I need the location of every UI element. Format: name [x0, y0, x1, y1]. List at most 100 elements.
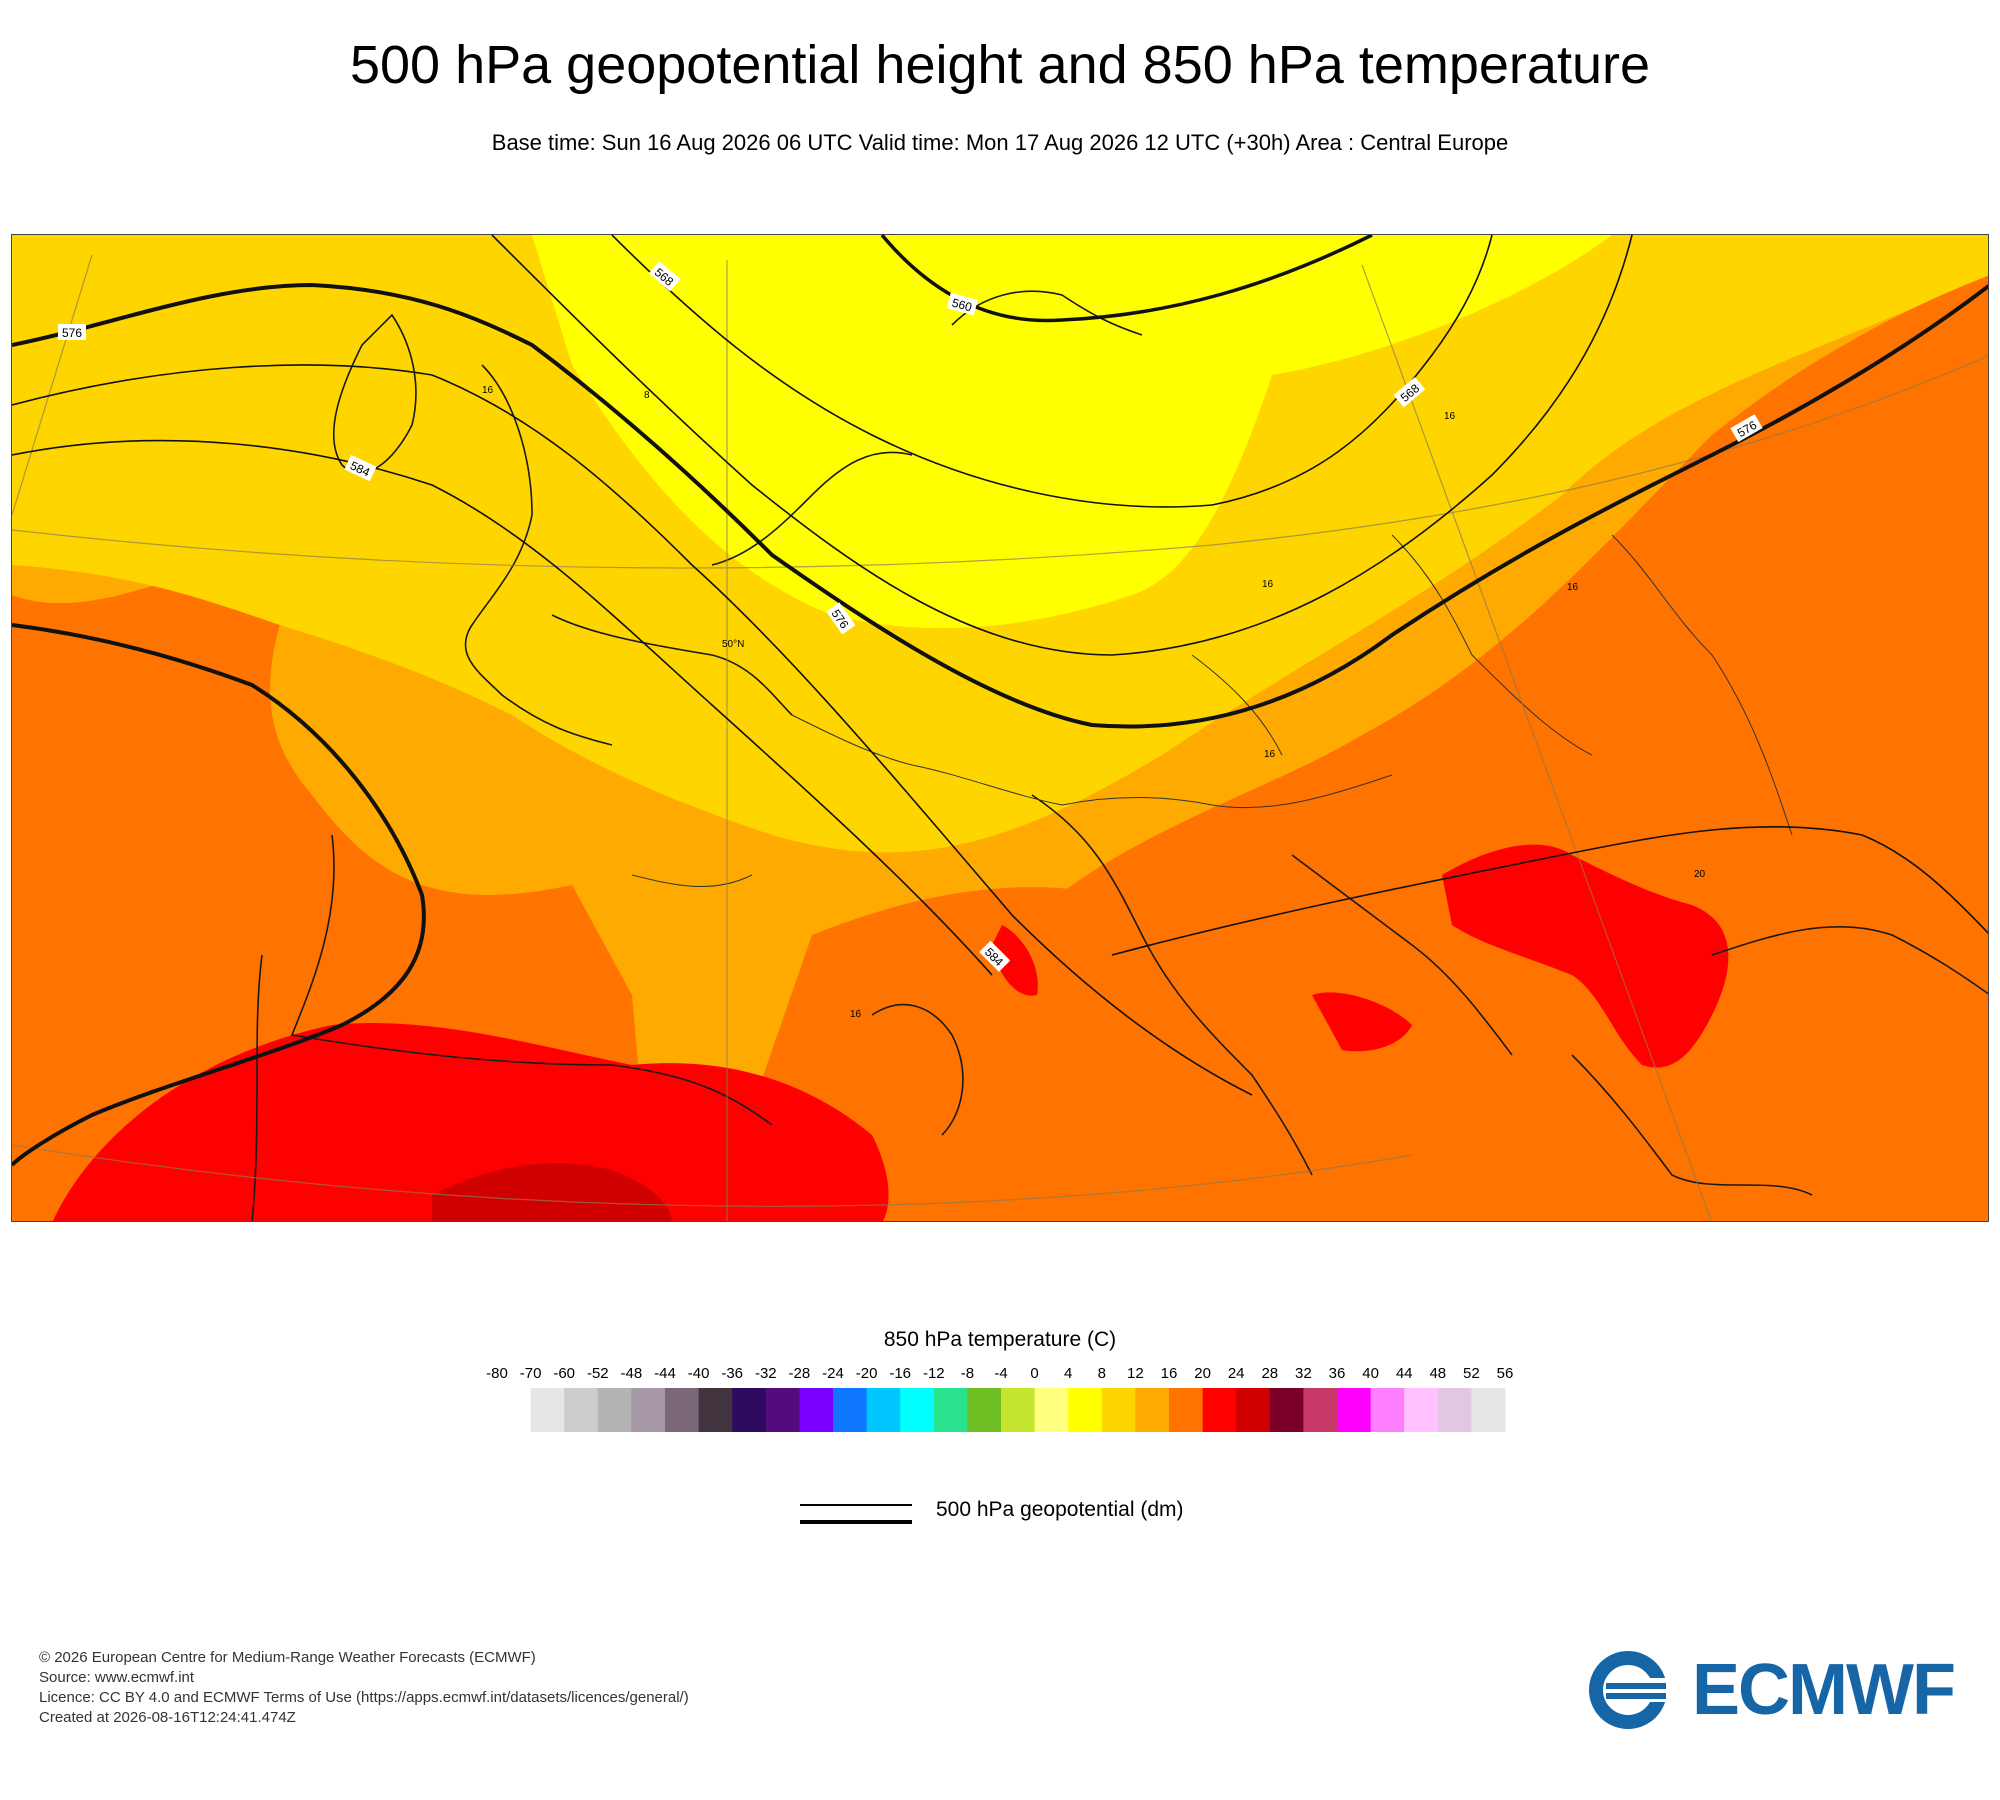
- colorbar-swatch: [1135, 1388, 1170, 1432]
- temperature-label: 8: [644, 390, 650, 401]
- temperature-legend-title: 850 hPa temperature (C): [883, 1328, 1117, 1351]
- colorbar-swatch: [732, 1388, 767, 1432]
- colorbar-swatch: [1001, 1388, 1036, 1432]
- colorbar-tick-label: -20: [856, 1365, 878, 1382]
- colorbar-tick-label: 24: [1228, 1365, 1245, 1382]
- colorbar-tick-label: -40: [688, 1365, 710, 1382]
- colorbar-tick-label: 52: [1463, 1365, 1480, 1382]
- legend-thin-line: [800, 1504, 912, 1506]
- contour-thin-1: [12, 364, 1253, 1096]
- geopotential-contours: [12, 235, 1988, 1167]
- colorbar-tick-label: -44: [654, 1365, 676, 1382]
- contour-label: 560: [951, 296, 974, 315]
- colorbar-tick-label: 36: [1329, 1365, 1346, 1382]
- temperature-label: 16: [1262, 579, 1274, 590]
- colorbar-tick-label: 28: [1261, 1365, 1278, 1382]
- colorbar-tick-label: -16: [889, 1365, 911, 1382]
- colorbar-swatch: [698, 1388, 733, 1432]
- ecmwf-logo: ECMWF: [1588, 1650, 1968, 1730]
- colorbar-tick-label: -32: [755, 1365, 777, 1382]
- colorbar-tick-label: 0: [1030, 1365, 1038, 1382]
- colorbar-tick-label: 20: [1194, 1365, 1211, 1382]
- colorbar-tick-label: 56: [1497, 1365, 1514, 1382]
- contour-thin-3: [491, 235, 1633, 656]
- temp-field-orange-east: [988, 275, 1988, 1221]
- colorbar-swatch: [1471, 1388, 1506, 1432]
- colorbar-swatch: [933, 1388, 968, 1432]
- colorbar-swatch: [1303, 1388, 1338, 1432]
- temp-field-red-balkans: [1442, 844, 1729, 1068]
- temp-field-yellow-core: [532, 235, 1612, 629]
- footer-created: Created at 2026-08-16T12:24:41.474Z: [39, 1709, 296, 1726]
- graticule: [12, 254, 1988, 1221]
- colorbar-tick-label: -60: [553, 1365, 575, 1382]
- ecmwf-logo-mark: [1589, 1651, 1684, 1729]
- colorbar-tick-label: 32: [1295, 1365, 1312, 1382]
- temperature-label: 16: [1264, 749, 1276, 760]
- temp-field-red-italy: [1312, 992, 1412, 1052]
- colorbar-swatch: [1169, 1388, 1204, 1432]
- colorbar-tick-label: -28: [789, 1365, 811, 1382]
- colorbar-swatch: [866, 1388, 901, 1432]
- colorbar-swatch: [1269, 1388, 1304, 1432]
- colorbar-swatch: [564, 1388, 599, 1432]
- colorbar-tick-label: -52: [587, 1365, 609, 1382]
- geopotential-legend-lines: [800, 1502, 912, 1526]
- latitude-label: 50°N: [722, 639, 744, 650]
- colorbar-tick-label: -48: [621, 1365, 643, 1382]
- temperature-label: 16: [482, 385, 494, 396]
- geopotential-legend-label: 500 hPa geopotential (dm): [936, 1498, 1184, 1521]
- colorbar-tick-label: -36: [721, 1365, 743, 1382]
- colorbar-swatch: [1068, 1388, 1103, 1432]
- colorbar-swatch: [1236, 1388, 1271, 1432]
- colorbar-tick-label: 8: [1098, 1365, 1106, 1382]
- colorbar-tick-label: 40: [1362, 1365, 1379, 1382]
- temp-field-red-corsica: [992, 925, 1038, 996]
- colorbar-swatch: [1437, 1388, 1472, 1432]
- chart-subtitle: Base time: Sun 16 Aug 2026 06 UTC Valid …: [491, 130, 1509, 155]
- country-borders: [631, 534, 1793, 888]
- contour-thick-584-west: [12, 623, 426, 1167]
- contour-label: 576: [62, 326, 82, 340]
- contour-thick-560: [880, 235, 1373, 323]
- temp-field-red-iberia: [52, 1023, 889, 1221]
- temperature-label: 16: [1567, 582, 1579, 593]
- colorbar-tick-label: 44: [1396, 1365, 1413, 1382]
- temperature-colorbar: -80 -70 -60 -52 -48 -44 -40 -36 -32 -28 -24 -20 -16-…: [486, 1365, 1514, 1432]
- colorbar-tick-label: 48: [1429, 1365, 1446, 1382]
- geopotential-legend: 500 hPa geopotential (dm): [800, 1496, 1220, 1536]
- footer-licence: Licence: CC BY 4.0 and ECMWF Terms of Us…: [39, 1689, 689, 1706]
- colorbar-swatch: [631, 1388, 666, 1432]
- legend-thick-line: [800, 1520, 912, 1524]
- colorbar-swatch: [900, 1388, 935, 1432]
- colorbar-tick-label: 16: [1161, 1365, 1178, 1382]
- colorbar-swatch: [530, 1388, 565, 1432]
- colorbar-tick-label: -70: [520, 1365, 542, 1382]
- colorbar-swatch: [967, 1388, 1002, 1432]
- colorbar-swatch: [765, 1388, 800, 1432]
- colorbar-tick-label: 12: [1127, 1365, 1144, 1382]
- weather-map[interactable]: 576 584 568 560 576 568 576 584 16 8 16 …: [11, 234, 1989, 1222]
- chart-title: 500 hPa geopotential height and 850 hPa …: [349, 35, 1650, 95]
- footer-credits: © 2026 European Centre for Medium-Range …: [39, 1648, 689, 1728]
- temperature-label-group: 16 8 16 16 16 16 20 16 50°N: [482, 385, 1706, 1020]
- colorbar-tick-label: -24: [822, 1365, 844, 1382]
- colorbar-swatch: [799, 1388, 834, 1432]
- colorbar-swatch: [1370, 1388, 1405, 1432]
- footer-copyright: © 2026 European Centre for Medium-Range …: [39, 1649, 536, 1666]
- footer-source: Source: www.ecmwf.int: [39, 1669, 195, 1686]
- temp-field-darkred-iberia: [432, 1163, 672, 1221]
- temperature-label: 16: [850, 1009, 862, 1020]
- colorbar-swatch: [833, 1388, 868, 1432]
- contour-thin-2: [12, 439, 993, 976]
- colorbar-tick-label: 4: [1064, 1365, 1072, 1382]
- colorbar-swatch: [1202, 1388, 1237, 1432]
- contour-thick-576-north: [12, 282, 1988, 729]
- colorbar-tick-label: -4: [994, 1365, 1007, 1382]
- colorbar-swatch: [1101, 1388, 1136, 1432]
- contour-thin-4: [611, 235, 1493, 508]
- contour-thin-5: [1111, 825, 1988, 956]
- temperature-label: 16: [1444, 411, 1456, 422]
- colorbar-swatch: [1034, 1388, 1069, 1432]
- temperature-label: 20: [1694, 869, 1706, 880]
